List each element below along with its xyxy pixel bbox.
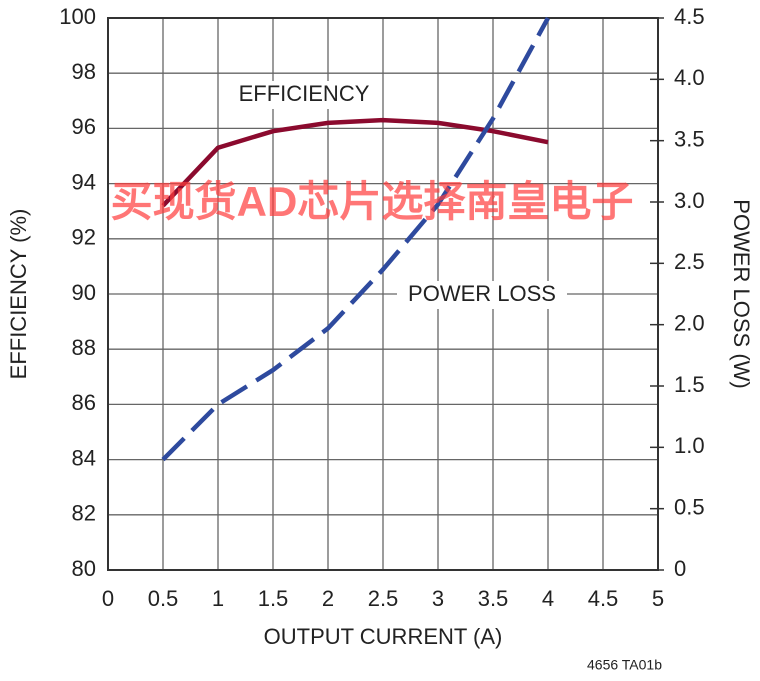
annotation: POWER LOSS <box>408 281 556 306</box>
y2-tick-label: 3.0 <box>674 188 705 213</box>
annotation: EFFICIENCY <box>239 81 370 106</box>
x-tick-label: 0.5 <box>148 586 179 611</box>
y-tick-label: 92 <box>72 225 96 250</box>
label-background <box>229 81 379 109</box>
y2-tick-label: 2.5 <box>674 249 705 274</box>
y-tick-label: 98 <box>72 59 96 84</box>
y2-tick-label: 0 <box>674 556 686 581</box>
x-tick-label: 2.5 <box>368 586 399 611</box>
x-axis-label: OUTPUT CURRENT (A) <box>264 624 503 649</box>
y-tick-label: 96 <box>72 114 96 139</box>
label-background <box>397 281 567 309</box>
y2-tick-label: 1.0 <box>674 433 705 458</box>
y-tick-label: 88 <box>72 335 96 360</box>
x-tick-label: 4 <box>542 586 554 611</box>
y2-tick-label: 2.0 <box>674 310 705 335</box>
x-tick-label: 0 <box>102 586 114 611</box>
y2-tick-label: 1.5 <box>674 372 705 397</box>
y2-tick-label: 4.5 <box>674 4 705 29</box>
x-tick-label: 2 <box>322 586 334 611</box>
x-tick-label: 1.5 <box>258 586 289 611</box>
x-tick-label: 3 <box>432 586 444 611</box>
y2-tick-label: 3.5 <box>674 126 705 151</box>
y-tick-label: 80 <box>72 556 96 581</box>
x-tick-label: 1 <box>212 586 224 611</box>
y-tick-label: 86 <box>72 390 96 415</box>
x-tick-label: 4.5 <box>588 586 619 611</box>
y-tick-label: 100 <box>59 4 96 29</box>
watermark: 买现货AD芯片选择南皇电子 <box>111 178 634 225</box>
figure-code: 4656 TA01b <box>587 657 662 673</box>
y-tick-label: 84 <box>72 445 96 470</box>
y-tick-label: 94 <box>72 169 96 194</box>
x-tick-label: 5 <box>652 586 664 611</box>
y2-axis-label: POWER LOSS (W) <box>729 199 754 388</box>
data-line <box>161 16 550 462</box>
y2-tick-label: 0.5 <box>674 494 705 519</box>
y-axis-label: EFFICIENCY (%) <box>6 209 31 380</box>
plot-frame <box>107 17 659 571</box>
y-tick-label: 90 <box>72 280 96 305</box>
y2-tick-label: 4.0 <box>674 65 705 90</box>
x-tick-label: 3.5 <box>478 586 509 611</box>
y-tick-label: 82 <box>72 501 96 526</box>
